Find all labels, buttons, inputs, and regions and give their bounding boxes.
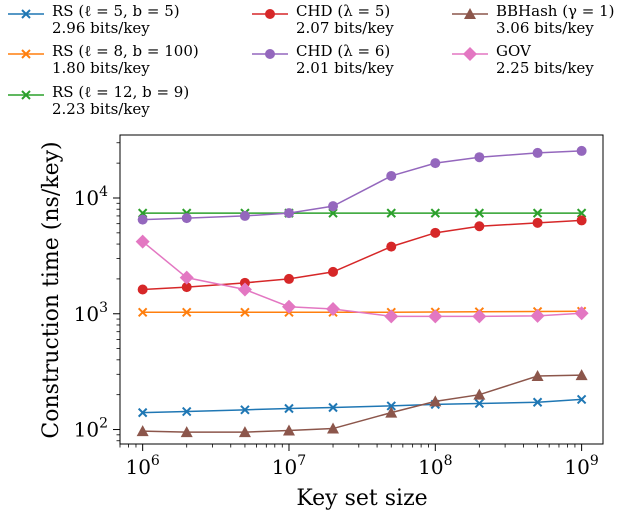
- data-point: [328, 266, 339, 277]
- data-point: [182, 307, 192, 317]
- data-point: [430, 158, 441, 169]
- data-point: [328, 208, 338, 218]
- axes-frame: [119, 134, 604, 445]
- legend-swatch-rs-5-5: [8, 9, 44, 19]
- data-point: [282, 424, 295, 436]
- x-axis-label: Key set size: [296, 486, 427, 511]
- data-point: [180, 426, 193, 438]
- x-tick-label: 109: [564, 453, 598, 479]
- data-point: [327, 422, 340, 434]
- y-tick-label: 102: [74, 416, 108, 442]
- data-point: [576, 208, 587, 218]
- data-point: [576, 145, 587, 156]
- legend-item: CHD (λ = 6) 2.01 bits/key: [250, 43, 394, 77]
- data-point: [430, 227, 441, 238]
- legend-item: RS (ℓ = 5, b = 5) 2.96 bits/key: [6, 3, 180, 37]
- data-point: [182, 406, 192, 417]
- legend-item: GOV 2.25 bits/key: [450, 43, 594, 77]
- data-point: [574, 306, 589, 321]
- legend-item: BBHash (γ = 1) 3.06 bits/key: [450, 3, 615, 37]
- legend-item: CHD (λ = 5) 2.07 bits/key: [250, 3, 394, 37]
- data-point: [472, 309, 487, 324]
- data-point: [283, 273, 294, 284]
- legend-swatch-chd-5: [252, 9, 288, 19]
- data-point: [430, 208, 441, 218]
- data-point: [532, 147, 543, 158]
- data-point: [386, 208, 396, 218]
- data-point: [386, 401, 396, 411]
- legend: RS (ℓ = 5, b = 5) 2.96 bits/key RS (ℓ = 8…: [0, 0, 638, 120]
- legend-label: BBHash (γ = 1) 3.06 bits/key: [496, 2, 615, 37]
- data-point: [284, 403, 294, 414]
- legend-item: RS (ℓ = 12, b = 9) 2.23 bits/key: [6, 84, 189, 118]
- data-point: [385, 406, 398, 418]
- data-point: [532, 397, 543, 407]
- legend-label: RS (ℓ = 12, b = 9) 2.23 bits/key: [52, 83, 190, 118]
- data-point: [473, 388, 486, 400]
- data-point: [474, 221, 485, 232]
- legend-label: CHD (λ = 5) 2.07 bits/key: [296, 2, 394, 37]
- data-point: [137, 307, 148, 317]
- data-point: [474, 208, 485, 218]
- data-point: [386, 170, 397, 181]
- data-point: [283, 208, 294, 219]
- series-line-4: [142, 150, 582, 221]
- data-point: [136, 425, 149, 437]
- y-axis-label: Construction time (ns/key): [39, 141, 64, 438]
- data-point: [474, 152, 485, 163]
- data-point: [238, 426, 251, 438]
- data-point: [135, 234, 150, 249]
- series-line-6: [142, 374, 582, 433]
- x-tick-label: 108: [418, 453, 452, 479]
- data-point: [530, 308, 545, 323]
- data-point: [181, 282, 192, 293]
- legend-label: GOV 2.25 bits/key: [496, 42, 594, 77]
- data-point: [428, 309, 443, 324]
- series-line-5: [142, 241, 582, 318]
- legend-swatch-chd-6: [252, 49, 288, 59]
- legend-label: CHD (λ = 6) 2.01 bits/key: [296, 42, 394, 77]
- data-point: [281, 299, 296, 314]
- data-point: [239, 210, 250, 221]
- data-point: [576, 394, 587, 405]
- data-point: [326, 301, 341, 316]
- legend-swatch-rs-8-100: [8, 49, 44, 59]
- data-point: [137, 407, 148, 418]
- data-point: [328, 402, 338, 413]
- data-point: [429, 395, 442, 407]
- data-point: [386, 241, 397, 252]
- y-tick-label: 104: [74, 184, 108, 210]
- x-tick-label: 107: [272, 453, 306, 479]
- data-point: [137, 214, 148, 225]
- y-tick-label: 103: [74, 300, 108, 326]
- data-point: [237, 282, 252, 297]
- data-point: [240, 307, 250, 317]
- data-point: [576, 215, 587, 226]
- plot-area: 106 107 108 109 102 103 104: [74, 134, 604, 479]
- legend-swatch-gov: [452, 47, 488, 61]
- legend-item: RS (ℓ = 8, b = 100) 1.80 bits/key: [6, 43, 199, 77]
- data-point: [179, 270, 194, 285]
- series-line-3: [142, 219, 582, 291]
- data-point: [181, 213, 192, 224]
- legend-swatch-rs-12-9: [8, 90, 44, 100]
- legend-label: RS (ℓ = 8, b = 100) 1.80 bits/key: [52, 42, 199, 77]
- data-point: [328, 201, 339, 212]
- data-point: [532, 208, 543, 218]
- data-point: [384, 309, 399, 324]
- data-point: [137, 284, 148, 295]
- data-point: [532, 217, 543, 228]
- data-point: [531, 370, 544, 382]
- legend-swatch-bbhash: [452, 8, 488, 19]
- data-point: [575, 369, 588, 381]
- legend-label: RS (ℓ = 5, b = 5) 2.96 bits/key: [52, 2, 180, 37]
- series-line-0: [142, 398, 582, 414]
- data-point: [474, 398, 485, 409]
- data-point: [240, 405, 250, 415]
- x-tick-label: 106: [125, 453, 159, 479]
